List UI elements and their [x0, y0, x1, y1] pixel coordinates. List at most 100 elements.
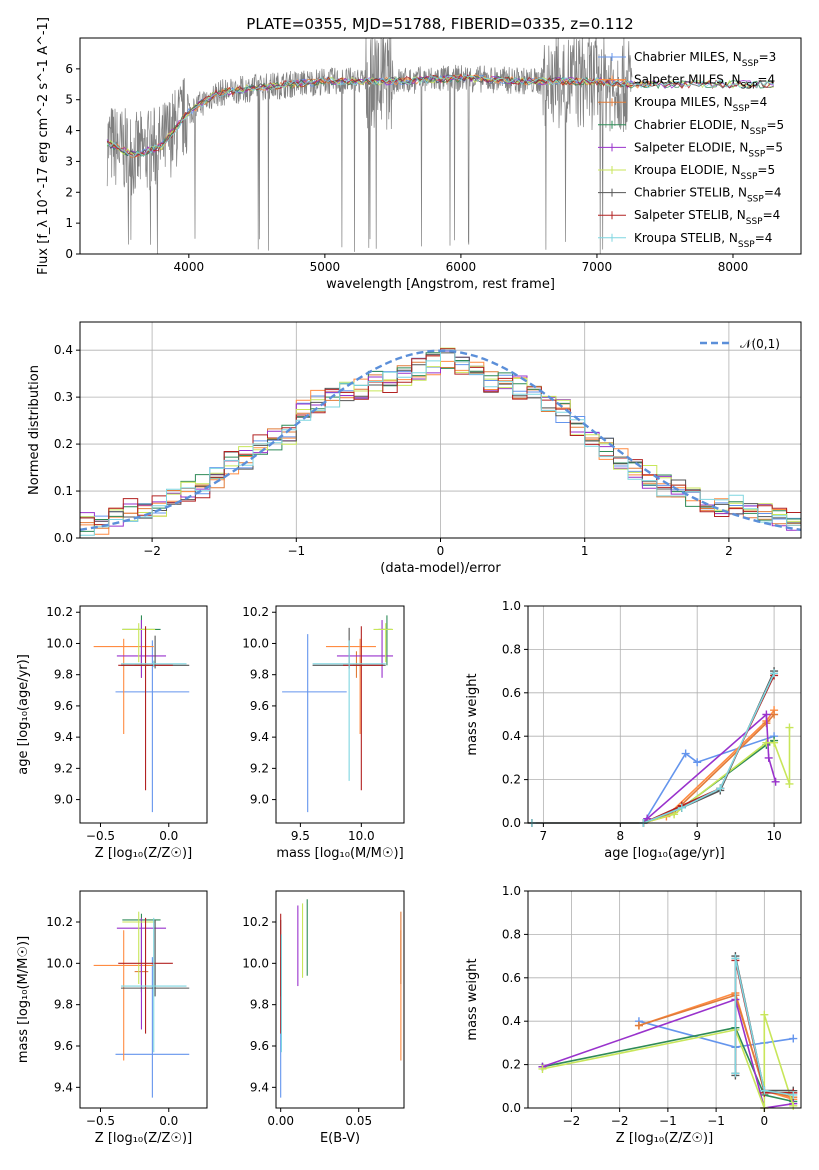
x-axis-label: E(B-V): [320, 1131, 360, 1146]
x-tick-label: −0.5: [86, 1114, 115, 1128]
mass-weight-metallicity-panel: −2 −2 −1 −1 0 0.0 0.2 0.4 0.6 0.8 1.0 Z [log₁₀(Z/Z☉…: [465, 884, 802, 1146]
legend-count: =3: [759, 50, 777, 64]
age-vs-metallicity-panel: −0.5 0.0 9.0 9.2 9.4 9.6 9.8 10.0 10.2 Z [log₁₀(Z…: [16, 605, 208, 861]
y-tick-label: 10.0: [46, 636, 73, 650]
x-axis-label: mass [log₁₀(M/M☉)]: [276, 846, 403, 861]
x-tick-label: 0: [761, 1114, 769, 1128]
y-tick-label: 1.0: [502, 599, 521, 613]
x-axis-label: wavelength [Angstrom, rest frame]: [326, 277, 555, 292]
legend-count: =4: [764, 186, 782, 200]
weight-line-chabrier_elodie: [542, 1026, 794, 1103]
y-tick-label: 10.0: [242, 636, 269, 650]
x-tick-label: 2: [725, 544, 733, 558]
y-tick-label: 9.6: [250, 699, 269, 713]
spectrum-data-line: [106, 38, 633, 254]
y-tick-label: 0.0: [502, 1101, 521, 1115]
gaussian-legend-label: 𝒩(0,1): [740, 337, 780, 351]
legend-entry-kroupa_elodie: Kroupa ELODIE, NSSP=5: [634, 163, 775, 182]
plot-area: [282, 615, 394, 813]
axes-frame: [79, 605, 208, 824]
y-tick-label: 9.8: [250, 668, 269, 682]
plot-area: [93, 615, 190, 813]
weight-marker-kroupa_stelib: [770, 669, 779, 678]
weight-line-kroupa_miles: [638, 994, 794, 1098]
x-tick-label: −1: [659, 1114, 677, 1128]
legend-count: =5: [766, 118, 784, 132]
y-tick-label: 10.2: [242, 605, 269, 619]
legend-count: =4: [750, 95, 768, 109]
weight-marker-salpeter_elodie: [762, 710, 771, 719]
y-tick-label: 0.2: [54, 437, 73, 451]
x-tick-label: 8: [616, 829, 624, 843]
y-tick-label: 0.4: [502, 729, 521, 743]
x-tick-label: 7000: [582, 260, 613, 274]
x-axis-label: (data-model)/error: [380, 561, 501, 576]
age-vs-mass-panel: 9.5 10.0 9.0 9.2 9.4 9.6 9.8 10.0 10.2 mass [log₁…: [242, 605, 405, 861]
legend-subscript: SSP: [741, 82, 758, 92]
axes-frame: [527, 890, 802, 1109]
x-axis-label: Z [log₁₀(Z/Z☉)]: [616, 1131, 713, 1146]
legend-count: =4: [755, 231, 773, 245]
x-tick-label: 8000: [718, 260, 749, 274]
x-axis-label: Z [log₁₀(Z/Z☉)]: [95, 846, 192, 861]
model-spectrum-salpeter_stelib: [106, 73, 774, 158]
legend-subscript: SSP: [741, 172, 758, 182]
y-tick-label: 0: [65, 247, 73, 261]
y-tick-label: 9.8: [250, 998, 269, 1012]
y-tick-label: 9.4: [54, 1080, 73, 1094]
y-tick-label: 9.4: [54, 730, 73, 744]
y-tick-label: 4: [65, 124, 73, 138]
y-tick-label: 5: [65, 93, 73, 107]
y-tick-label: 9.0: [54, 793, 73, 807]
y-tick-label: 0.6: [502, 686, 521, 700]
weight-marker-chabrier_miles: [693, 758, 702, 767]
y-tick-label: 0.2: [502, 773, 521, 787]
legend-entry-kroupa_miles: Kroupa MILES, NSSP=4: [634, 95, 767, 114]
y-tick-label: 1.0: [502, 884, 521, 898]
y-tick-label: 9.6: [54, 1039, 73, 1053]
y-tick-label: 0.8: [502, 642, 521, 656]
gaussian-curve: [79, 349, 802, 531]
weight-marker-chabrier_miles: [789, 1034, 798, 1043]
weight-marker-kroupa_elodie: [785, 779, 794, 788]
plot-area: [106, 38, 775, 254]
x-tick-label: −1: [707, 1114, 725, 1128]
plot-area: [538, 952, 798, 1112]
axes-frame: [527, 605, 802, 824]
y-tick-label: 0.1: [54, 484, 73, 498]
x-tick-label: 9.5: [291, 829, 310, 843]
y-tick-label: 9.0: [250, 793, 269, 807]
weight-marker-chabrier_miles: [681, 749, 690, 758]
weight-line-chabrier_stelib: [531, 670, 775, 824]
legend-subscript: SSP: [750, 127, 767, 137]
y-tick-label: 6: [65, 62, 73, 76]
y-tick-label: 0.0: [54, 531, 73, 545]
figure-title: PLATE=0355, MJD=51788, FIBERID=0335, z=0…: [246, 15, 633, 33]
plot-area: [280, 899, 402, 1098]
weight-marker-kroupa_elodie: [538, 1064, 547, 1073]
weight-marker-kroupa_miles: [770, 710, 779, 719]
y-tick-label: 0.3: [54, 390, 73, 404]
weight-marker-kroupa_miles: [634, 1021, 643, 1030]
legend-count: =4: [763, 208, 781, 222]
x-tick-label: 7: [540, 829, 548, 843]
x-tick-label: 10.0: [348, 829, 375, 843]
legend-entry-chabrier_miles: Chabrier MILES, NSSP=3: [634, 50, 776, 69]
y-tick-label: 9.2: [250, 761, 269, 775]
weight-marker-kroupa_elodie: [785, 723, 794, 732]
weight-marker-kroupa_stelib: [716, 784, 725, 793]
residual-panel: −2 −1 0 1 2 0.0 0.1 0.2 0.3 0.4 (data-model)/error…: [27, 321, 802, 576]
legend-subscript: SSP: [742, 59, 759, 69]
y-axis-label: mass weight: [465, 673, 480, 755]
x-tick-label: 9: [693, 829, 701, 843]
spectrum-panel: 4000 5000 6000 7000 8000 0 1 2 3 4 5 6 wavelength [A…: [36, 17, 802, 292]
weight-marker-kroupa_elodie: [760, 1010, 769, 1019]
weight-line-salpeter_elodie: [542, 998, 794, 1109]
axes-frame: [275, 890, 405, 1109]
x-tick-label: 0: [437, 544, 445, 558]
legend-subscript: SSP: [733, 104, 750, 114]
x-tick-label: 0.00: [267, 1114, 294, 1128]
legend-count: =5: [757, 163, 775, 177]
weight-marker-kroupa_stelib: [789, 1090, 798, 1099]
legend-entry-chabrier_stelib: Chabrier STELIB, NSSP=4: [634, 186, 782, 205]
